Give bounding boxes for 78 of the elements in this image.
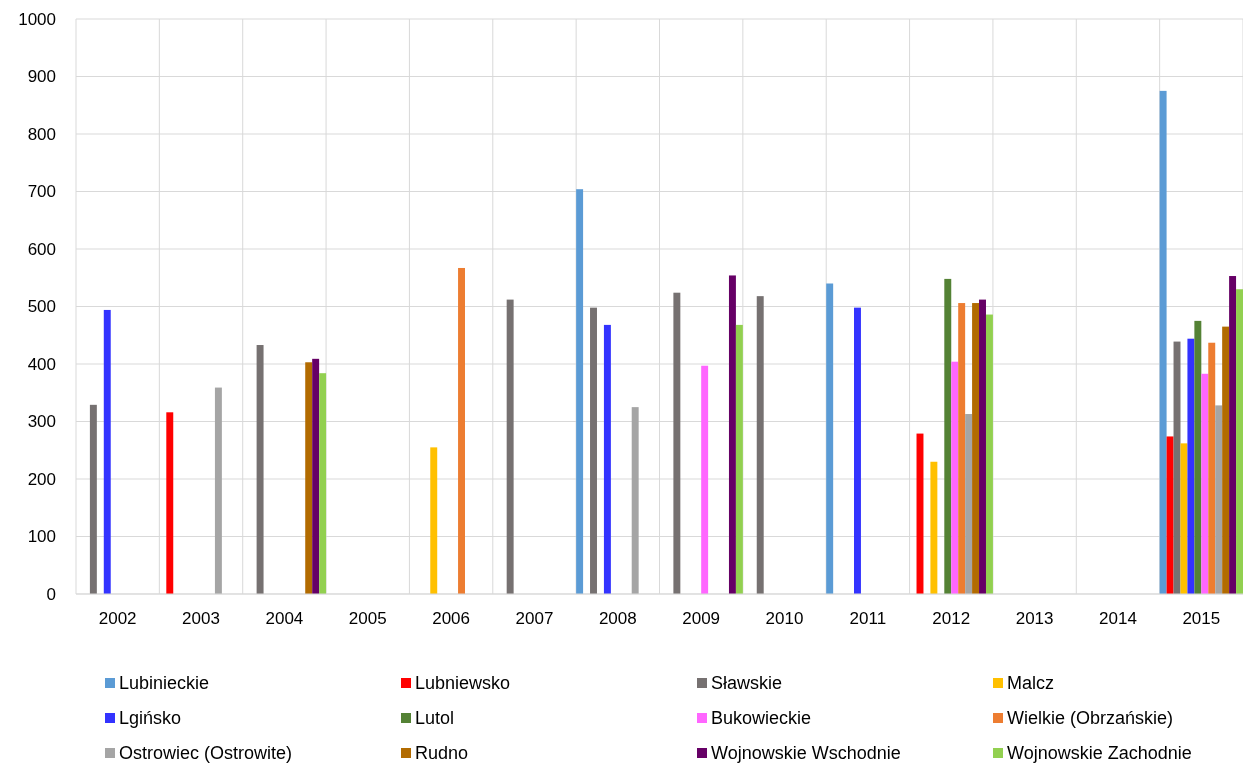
- bar: [458, 267, 465, 594]
- bar: [944, 278, 952, 594]
- x-tick-label: 2005: [348, 609, 387, 628]
- x-tick-label: 2002: [98, 609, 137, 628]
- legend-label: Wojnowskie Zachodnie: [1007, 743, 1192, 764]
- y-tick-label: 600: [27, 239, 56, 259]
- x-tick-label: 2006: [432, 609, 471, 628]
- y-tick-label: 400: [27, 354, 56, 374]
- legend-label: Ostrowiec (Ostrowite): [119, 743, 293, 764]
- bar: [1194, 320, 1202, 594]
- bar: [965, 414, 973, 594]
- legend-label: Lgińsko: [119, 708, 182, 729]
- x-tick-label: 2011: [849, 609, 887, 628]
- legend-label: Bukowieckie: [711, 708, 812, 729]
- bar: [1187, 338, 1195, 594]
- bar: [958, 303, 966, 594]
- y-tick-label: 800: [27, 124, 56, 144]
- x-tick-label: 2009: [682, 609, 721, 628]
- bar: [673, 292, 681, 594]
- bar: [951, 361, 959, 594]
- bar: [728, 275, 736, 594]
- legend-label: Rudno: [415, 743, 469, 764]
- bar: [756, 296, 764, 594]
- y-tick-label: 500: [27, 297, 56, 317]
- bar: [214, 387, 222, 594]
- bar: [1159, 90, 1167, 594]
- bar: [985, 314, 993, 594]
- bar: [103, 309, 111, 594]
- bar: [1236, 289, 1243, 594]
- bar: [576, 189, 584, 594]
- bar: [305, 362, 313, 594]
- bar: [1222, 326, 1230, 594]
- bar: [930, 461, 938, 594]
- x-tick-label: 2012: [932, 609, 971, 628]
- y-tick-label: 0: [46, 584, 56, 604]
- legend-label: Lutol: [415, 708, 455, 729]
- bar: [854, 307, 861, 594]
- bar: [89, 404, 97, 594]
- legend-label: Wojnowskie Wschodnie: [711, 743, 901, 764]
- legend-label: Malcz: [1007, 673, 1055, 694]
- bar: [603, 324, 611, 594]
- y-tick-label: 700: [27, 182, 56, 202]
- bar: [166, 412, 174, 594]
- y-tick-label: 300: [27, 412, 56, 432]
- x-tick-label: 2003: [182, 609, 220, 628]
- bar: [979, 299, 986, 594]
- x-tick-label: 2010: [765, 609, 804, 628]
- bar: [735, 324, 743, 594]
- legend-label: Sławskie: [711, 673, 783, 694]
- bar: [1208, 342, 1216, 594]
- bar: [972, 303, 980, 594]
- bar: [1166, 436, 1174, 594]
- x-tick-label: 2008: [598, 609, 637, 628]
- bar: [1229, 276, 1237, 594]
- bar: [256, 345, 264, 594]
- x-tick-label: 2007: [515, 609, 554, 628]
- bar: [312, 358, 320, 594]
- bar: [1215, 405, 1223, 594]
- bar: [826, 283, 834, 594]
- legend-label: Wielkie (Obrzańskie): [1007, 708, 1174, 729]
- bar: [319, 373, 327, 594]
- bar: [631, 407, 639, 594]
- x-tick-label: 2015: [1182, 609, 1221, 628]
- x-tick-label: 2013: [1015, 609, 1054, 628]
- legend-label: Lubinieckie: [119, 673, 210, 694]
- x-tick-label: 2004: [265, 609, 304, 628]
- bar: [1201, 373, 1209, 594]
- y-tick-label: 200: [27, 469, 56, 489]
- bar: [506, 299, 514, 594]
- y-tick-label: 1000: [18, 9, 56, 29]
- y-tick-label: 900: [27, 67, 56, 87]
- x-tick-label: 2014: [1099, 609, 1137, 628]
- bar: [590, 307, 597, 594]
- y-tick-label: 100: [27, 527, 56, 547]
- bar: [1180, 443, 1188, 594]
- legend-label: Lubniewsko: [415, 673, 511, 694]
- bar: [701, 365, 709, 594]
- bar: [430, 447, 438, 594]
